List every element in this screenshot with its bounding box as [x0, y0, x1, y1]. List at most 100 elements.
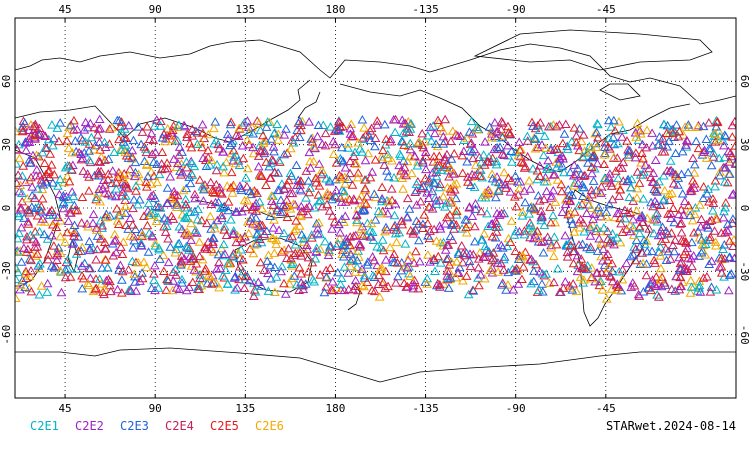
occultation-marker: [625, 251, 636, 261]
occultation-marker: [616, 218, 626, 228]
occultation-marker: [438, 191, 449, 201]
occultation-marker: [154, 169, 165, 179]
occultation-marker: [37, 184, 48, 194]
occultation-marker: [549, 169, 560, 179]
occultation-marker: [397, 219, 408, 229]
occultation-marker: [36, 206, 47, 216]
occultation-marker: [237, 206, 247, 216]
occultation-marker: [253, 151, 264, 160]
occultation-marker: [630, 128, 641, 137]
occultation-marker: [158, 266, 169, 275]
occultation-marker: [408, 280, 419, 290]
occultation-marker: [22, 231, 32, 241]
occultation-marker: [442, 149, 452, 159]
occultation-marker: [558, 283, 569, 292]
occultation-marker: [698, 193, 709, 202]
occultation-marker: [595, 276, 606, 286]
occultation-marker: [567, 285, 578, 294]
occultation-marker: [302, 240, 312, 250]
occultation-marker: [603, 262, 614, 272]
occultation-marker: [355, 241, 365, 251]
left-lat-tick-label: -30: [0, 261, 13, 281]
occultation-marker: [147, 230, 157, 240]
occultation-marker: [33, 151, 44, 161]
occultation-marker: [543, 162, 554, 172]
occultation-marker: [127, 220, 138, 229]
occultation-marker: [362, 191, 372, 201]
occultation-marker: [160, 163, 170, 173]
occultation-marker: [689, 159, 700, 169]
occultation-marker: [335, 227, 345, 237]
occultation-marker: [372, 260, 383, 270]
occultation-marker: [211, 135, 221, 145]
occultation-marker: [206, 279, 217, 288]
occultation-marker: [461, 227, 472, 237]
occultation-marker: [615, 213, 626, 223]
occultation-marker: [252, 188, 262, 197]
occultation-marker: [351, 159, 362, 168]
occultation-marker: [466, 116, 477, 126]
occultation-marker: [192, 139, 203, 148]
occultation-marker: [201, 161, 212, 170]
footer-stamp: STARwet.2024-08-14: [606, 419, 736, 433]
occultation-marker: [234, 160, 245, 169]
occultation-marker: [320, 128, 331, 138]
occultation-marker: [578, 130, 589, 139]
occultation-marker: [281, 124, 291, 133]
occultation-marker: [254, 223, 265, 232]
occultation-marker: [550, 197, 561, 206]
occultation-marker: [303, 209, 313, 219]
occultation-marker: [269, 167, 280, 177]
occultation-marker: [215, 263, 226, 273]
occultation-marker: [467, 169, 477, 179]
legend-item: C2E4: [165, 419, 194, 433]
occultation-marker: [485, 265, 496, 275]
occultation-marker: [494, 222, 504, 231]
occultation-marker: [136, 241, 147, 250]
occultation-marker: [296, 185, 306, 195]
occultation-marker: [367, 227, 378, 236]
occultation-marker: [146, 191, 157, 201]
occultation-marker: [402, 262, 413, 272]
occultation-marker: [526, 220, 537, 230]
occultation-marker: [273, 129, 284, 138]
occultation-marker: [209, 188, 220, 197]
occultation-marker: [291, 160, 302, 170]
occultation-marker: [687, 215, 698, 225]
occultation-marker: [391, 237, 402, 247]
occultation-marker: [367, 252, 378, 261]
occultation-marker: [582, 242, 592, 252]
occultation-marker: [362, 257, 373, 266]
occultation-marker: [569, 180, 579, 190]
occultation-marker: [494, 210, 505, 219]
occultation-marker: [656, 263, 666, 273]
occultation-marker: [185, 251, 195, 261]
occultation-marker: [337, 121, 348, 131]
occultation-marker: [408, 226, 419, 236]
occultation-marker: [84, 263, 94, 272]
occultation-marker: [685, 186, 696, 196]
occultation-marker: [546, 217, 556, 227]
occultation-marker: [422, 273, 433, 283]
occultation-marker: [294, 116, 305, 125]
occultation-marker: [254, 196, 265, 206]
occultation-marker: [226, 117, 237, 126]
occultation-marker: [603, 115, 614, 125]
occultation-marker: [695, 287, 706, 296]
occultation-marker: [266, 191, 277, 200]
occultation-marker: [238, 153, 249, 163]
occultation-marker: [410, 225, 421, 234]
occultation-marker: [348, 131, 359, 140]
occultation-marker: [281, 201, 292, 210]
occultation-marker: [606, 272, 616, 281]
occultation-marker: [79, 125, 90, 134]
occultation-marker: [223, 197, 234, 206]
occultation-marker: [432, 278, 443, 288]
occultation-marker: [503, 280, 513, 289]
occultation-marker: [567, 219, 578, 228]
occultation-marker: [689, 168, 700, 177]
occultation-marker: [320, 191, 331, 201]
occultation-marker: [99, 289, 109, 299]
occultation-marker: [309, 277, 320, 286]
occultation-marker: [534, 160, 545, 170]
